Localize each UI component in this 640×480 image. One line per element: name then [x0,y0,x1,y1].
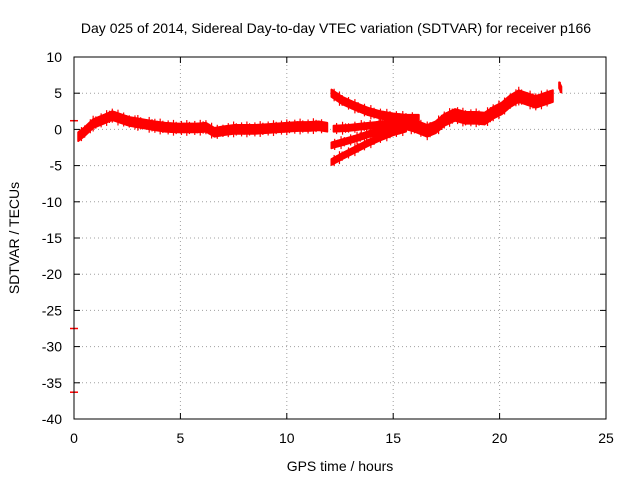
data-layer [70,81,563,393]
x-tick-label: 15 [385,430,401,446]
x-tick-label: 10 [279,430,295,446]
axis-ticks [73,56,607,420]
x-tick-label: 0 [70,430,78,446]
x-tick-label: 25 [598,430,614,446]
x-tick-labels: 0 5 10 15 20 25 [70,430,614,446]
y-axis-label: SDTVAR / TECUs [6,182,22,294]
y-tick-label: 0 [54,121,62,137]
x-axis-label: GPS time / hours [287,458,394,474]
y-tick-label: 10 [46,49,62,65]
series-lower-arm-2 [330,123,407,167]
grid [74,57,606,419]
series-late-tip [558,81,563,94]
y-tick-label: -35 [42,375,62,391]
band-late-main [400,89,554,138]
y-tick-label: -20 [42,266,62,282]
series-main [77,108,329,142]
y-tick-label: -15 [42,230,62,246]
x-tick-label: 5 [177,430,185,446]
chart-title: Day 025 of 2014, Sidereal Day-to-day VTE… [81,20,591,36]
y-tick-label: -25 [42,302,62,318]
x-tick-label: 20 [492,430,508,446]
series-middle-arm [332,114,418,135]
y-tick-label: 5 [54,85,62,101]
y-tick-label: -40 [42,411,62,427]
y-tick-label: -30 [42,339,62,355]
y-tick-label: -10 [42,194,62,210]
y-tick-label: -5 [50,158,63,174]
series-late-main [400,86,554,141]
y-tick-labels: 10 5 0 -5 -10 -15 -20 -25 -30 -35 -40 [42,49,62,427]
series-lower-arm-1 [330,119,410,150]
